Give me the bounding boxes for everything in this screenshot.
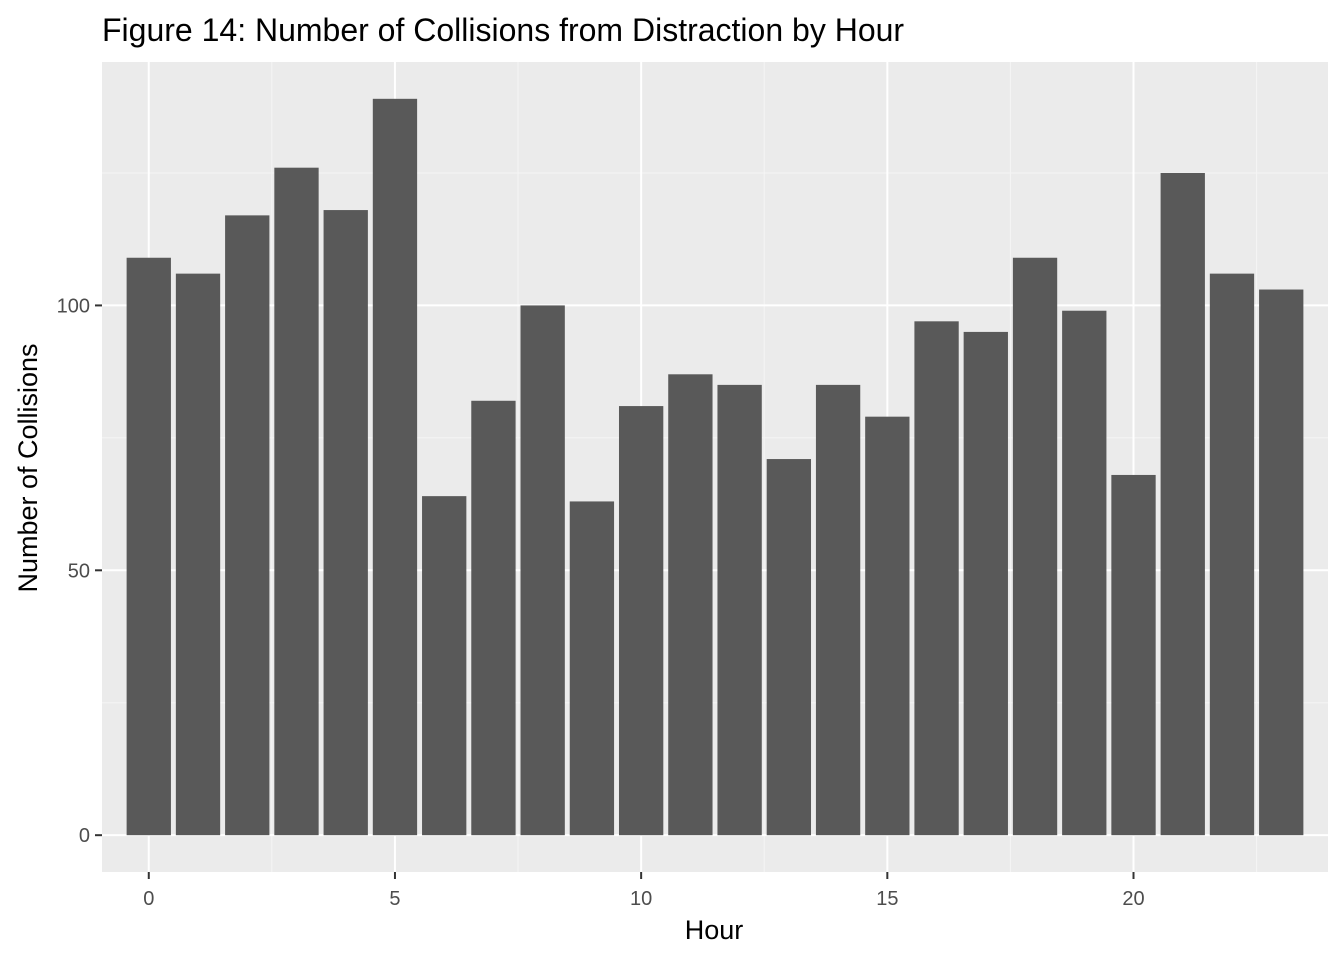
bar-hour-2 (225, 215, 270, 836)
bars (126, 98, 1304, 836)
x-tick-label: 20 (1122, 888, 1144, 910)
y-axis: 0 50 100 (57, 295, 102, 847)
bar-hour-0 (126, 257, 171, 836)
bar-hour-16 (914, 321, 959, 836)
x-tick-label: 5 (389, 888, 400, 910)
bar-hour-17 (963, 331, 1008, 836)
x-tick-label: 10 (630, 888, 652, 910)
bar-hour-9 (569, 501, 615, 836)
bar-hour-20 (1111, 474, 1156, 836)
bar-hour-4 (323, 210, 368, 836)
bar-hour-12 (717, 384, 762, 836)
bar-hour-7 (471, 400, 516, 836)
bar-hour-6 (422, 496, 467, 836)
bar-hour-22 (1209, 273, 1255, 836)
bar-hour-1 (175, 273, 221, 836)
bar-hour-19 (1062, 310, 1107, 836)
x-tick-label: 15 (876, 888, 898, 910)
y-tick-label: 100 (57, 295, 90, 317)
y-tick-label: 50 (68, 560, 90, 582)
chart-title: Figure 14: Number of Collisions from Dis… (102, 12, 904, 48)
bar-hour-15 (865, 416, 910, 836)
bar-hour-11 (668, 374, 713, 836)
y-tick-label: 0 (79, 825, 90, 847)
bar-hour-10 (618, 406, 664, 836)
bar-hour-5 (372, 98, 418, 836)
bar-hour-14 (815, 384, 861, 836)
bar-hour-21 (1160, 172, 1205, 836)
bar-hour-18 (1012, 257, 1058, 836)
x-axis: 0 5 10 15 20 (143, 872, 1145, 910)
x-axis-title: Hour (685, 915, 744, 945)
x-tick-label: 0 (143, 888, 154, 910)
bar-hour-3 (274, 167, 319, 836)
bar-hour-23 (1259, 289, 1304, 836)
bar-hour-13 (766, 459, 812, 836)
bar-hour-8 (520, 305, 565, 836)
y-axis-title: Number of Collisions (13, 343, 43, 592)
